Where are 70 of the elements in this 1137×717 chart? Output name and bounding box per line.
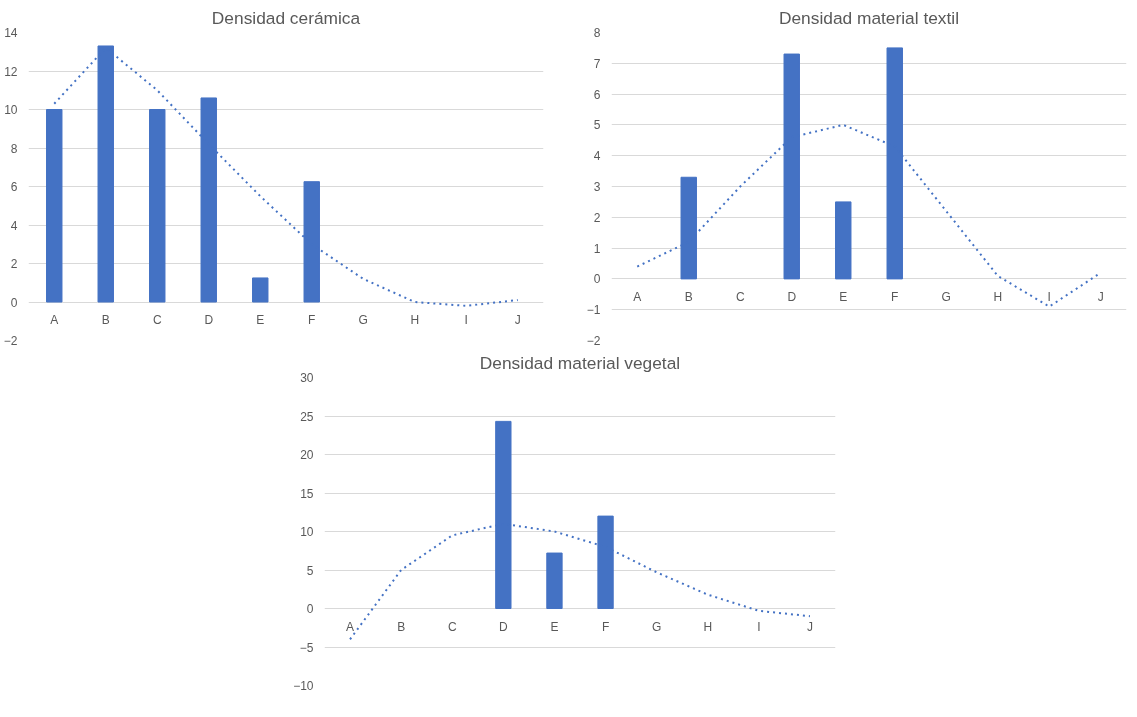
- x-tick-label: F: [601, 619, 610, 634]
- x-tick-label: A: [346, 619, 355, 634]
- x-tick-label: J: [514, 313, 521, 327]
- x-tick-label: C: [735, 289, 745, 304]
- y-tick-label: 3: [593, 180, 601, 194]
- bar: [46, 109, 63, 303]
- y-tick-label: 1: [593, 241, 601, 256]
- x-tick-label: I: [1047, 289, 1051, 304]
- x-tick-label: F: [891, 289, 899, 304]
- x-tick-label: D: [499, 619, 509, 634]
- y-tick-label: 14: [4, 26, 18, 40]
- bar: [546, 552, 563, 609]
- x-tick-label: D: [204, 313, 214, 327]
- x-tick-label: J: [1097, 289, 1104, 304]
- y-tick-label: 10: [300, 525, 314, 539]
- y-tick-label: 6: [10, 180, 18, 194]
- x-tick-label: I: [464, 313, 468, 327]
- bar: [252, 277, 269, 303]
- x-tick-label: F: [308, 313, 316, 327]
- bar: [680, 176, 697, 280]
- x-tick-label: G: [651, 619, 662, 634]
- x-tick-label: H: [703, 619, 713, 634]
- x-tick-label: C: [447, 619, 457, 634]
- x-tick-label: B: [397, 619, 406, 634]
- chart-title: Densidad material textil: [778, 7, 960, 28]
- y-tick-label: −5: [299, 640, 314, 655]
- y-tick-label: 15: [300, 486, 314, 501]
- x-tick-label: I: [757, 619, 761, 634]
- x-tick-label: A: [633, 289, 642, 304]
- y-tick-label: −2: [586, 334, 601, 348]
- y-tick-label: 5: [306, 563, 314, 578]
- y-tick-label: −10: [293, 679, 314, 693]
- y-tick-label: 2: [10, 257, 18, 271]
- x-tick-label: B: [684, 289, 693, 304]
- x-tick-label: B: [101, 313, 110, 327]
- y-tick-label: 4: [593, 149, 601, 164]
- bar: [149, 109, 166, 303]
- y-tick-label: 7: [593, 56, 601, 71]
- chart-title: Densidad cerámica: [211, 7, 361, 28]
- y-tick-label: 2: [593, 210, 601, 225]
- y-tick-label: 8: [10, 141, 18, 156]
- y-tick-label: 30: [300, 371, 314, 385]
- y-tick-label: 4: [10, 218, 18, 233]
- y-tick-label: 20: [300, 448, 314, 462]
- y-tick-label: −2: [3, 334, 18, 348]
- x-tick-label: G: [358, 313, 368, 327]
- x-tick-label: H: [993, 289, 1003, 304]
- y-tick-label: −1: [586, 303, 601, 318]
- x-tick-label: D: [787, 289, 797, 304]
- y-tick-label: 0: [10, 295, 18, 310]
- x-tick-label: E: [256, 313, 265, 327]
- chart-title: Densidad material vegetal: [479, 352, 681, 373]
- y-tick-label: 0: [306, 602, 314, 616]
- x-tick-label: A: [50, 313, 59, 327]
- x-tick-label: G: [941, 289, 951, 304]
- y-tick-label: 25: [300, 409, 314, 424]
- x-tick-label: E: [550, 619, 559, 634]
- y-tick-label: 6: [593, 87, 601, 102]
- bar: [200, 97, 217, 303]
- y-tick-label: 5: [593, 118, 601, 133]
- y-tick-label: 0: [593, 272, 601, 287]
- x-tick-label: E: [839, 289, 848, 304]
- x-tick-label: C: [152, 313, 162, 327]
- x-tick-label: H: [410, 313, 420, 327]
- y-tick-label: 8: [593, 26, 601, 40]
- y-tick-label: 12: [4, 64, 18, 79]
- y-tick-label: 10: [4, 103, 18, 117]
- bar: [835, 201, 852, 280]
- x-tick-label: J: [806, 619, 813, 634]
- bar: [303, 181, 320, 303]
